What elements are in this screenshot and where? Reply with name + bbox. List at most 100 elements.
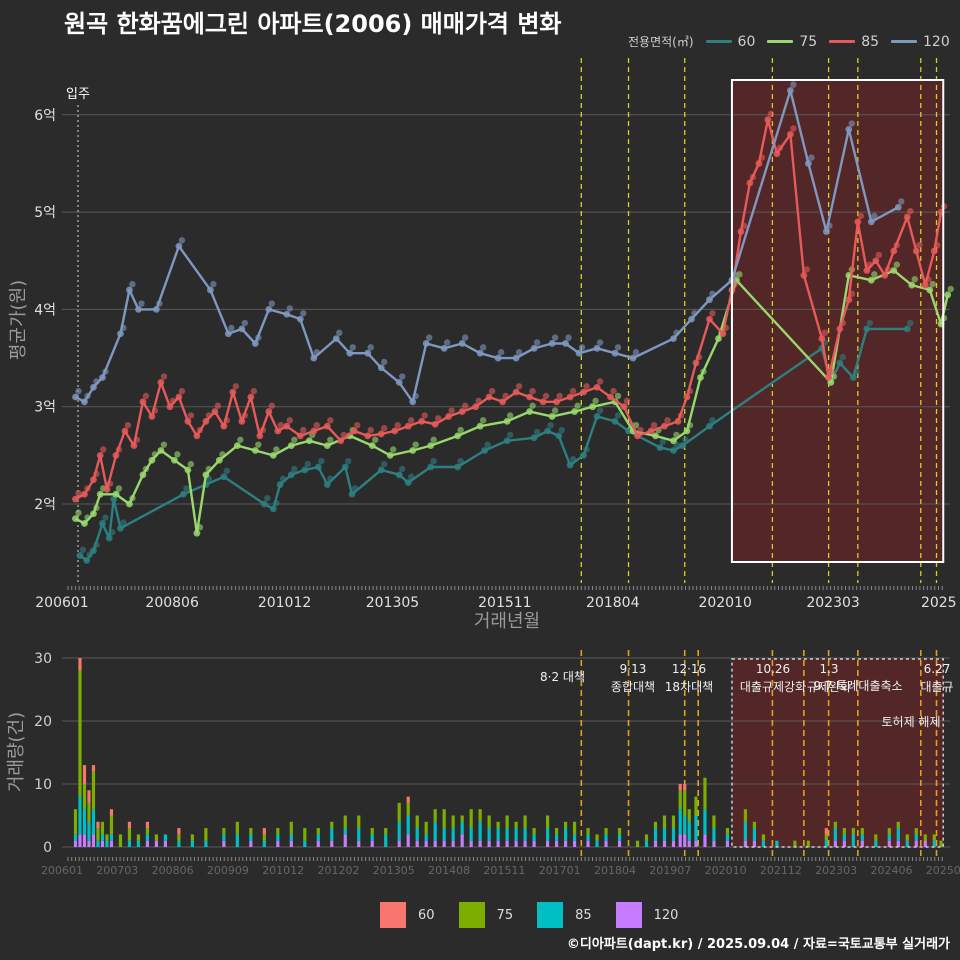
y-tick-label: 3억 — [34, 400, 56, 416]
data-point-85 — [740, 222, 748, 229]
bar-highlight-region — [731, 659, 944, 847]
data-point-85 — [300, 426, 307, 434]
data-point-60 — [614, 412, 622, 419]
bar-segment — [433, 821, 437, 841]
data-point-75 — [219, 451, 226, 458]
data-point-75 — [96, 490, 104, 498]
data-point-75 — [479, 417, 487, 424]
bar-x-tick-label: 201408 — [428, 864, 470, 877]
bar-segment — [316, 828, 320, 835]
data-point-85 — [583, 383, 590, 390]
data-point-60 — [314, 463, 322, 471]
data-point-85 — [821, 329, 829, 336]
data-point-120 — [265, 306, 273, 313]
data-point-75 — [614, 392, 622, 400]
bar-y-tick-label: 20 — [34, 714, 52, 730]
bar-segment — [222, 834, 226, 841]
data-point-60 — [223, 467, 231, 475]
data-point-120 — [461, 334, 469, 341]
data-point-85 — [178, 387, 186, 395]
data-point-60 — [580, 451, 587, 459]
bar-segment — [145, 828, 150, 835]
bar-segment — [145, 840, 150, 847]
data-point-120 — [120, 324, 127, 332]
data-point-85 — [647, 427, 655, 435]
bar-segment — [91, 834, 96, 847]
bar-x-tick-label: 201202 — [318, 864, 360, 877]
data-point-60 — [566, 461, 574, 469]
data-point-85 — [250, 387, 258, 395]
data-point-75 — [947, 285, 954, 293]
data-point-85 — [100, 446, 107, 453]
data-point-75 — [736, 271, 743, 278]
bar-segment — [662, 828, 667, 841]
bar-segment — [118, 834, 123, 847]
data-point-120 — [395, 378, 403, 386]
data-point-60 — [611, 417, 619, 425]
bar-segment — [775, 840, 779, 847]
data-point-75 — [233, 442, 241, 450]
data-point-120 — [691, 310, 698, 317]
bar-segment — [87, 840, 91, 847]
data-point-60 — [558, 426, 566, 434]
data-point-120 — [126, 286, 133, 294]
data-point-85 — [515, 383, 523, 390]
event-date-label: 6.27 — [924, 662, 951, 676]
data-point-75 — [196, 524, 204, 531]
bar-segment — [82, 765, 87, 784]
bar-segment — [82, 834, 87, 847]
data-point-85 — [81, 490, 88, 498]
data-point-85 — [367, 426, 374, 434]
bar-segment — [793, 840, 797, 847]
bar-x-tick-label: 202010 — [705, 864, 747, 877]
data-point-85 — [202, 417, 210, 425]
bar-segment — [262, 840, 266, 847]
bar-segment — [514, 840, 518, 847]
data-point-75 — [390, 446, 397, 453]
data-point-60 — [323, 481, 331, 488]
bar-segment — [554, 834, 559, 841]
data-point-75 — [476, 422, 484, 430]
data-point-120 — [206, 286, 214, 294]
data-point-85 — [354, 421, 361, 429]
bar-segment — [683, 790, 687, 816]
data-point-85 — [828, 368, 835, 375]
bar-segment — [276, 834, 280, 841]
data-point-120 — [848, 120, 856, 127]
bar-segment — [204, 828, 208, 841]
data-point-120 — [175, 242, 183, 250]
chart-title: 원곡 한화꿈에그린 아파트(2006) 매매가격 변화 — [64, 10, 562, 38]
bar-segment — [496, 840, 500, 847]
data-point-75 — [548, 413, 556, 420]
data-point-85 — [238, 417, 246, 425]
bar-segment — [96, 821, 100, 829]
data-point-75 — [202, 471, 210, 479]
data-point-85 — [773, 150, 781, 158]
bar-x-tick-label: 200909 — [207, 864, 249, 877]
bar-segment — [806, 840, 810, 847]
data-point-85 — [268, 402, 276, 409]
bar-segment — [145, 834, 150, 841]
bar-segment — [397, 840, 401, 847]
data-point-75 — [368, 442, 376, 450]
data-point-120 — [364, 349, 372, 357]
bar-segment — [276, 828, 280, 835]
data-point-85 — [912, 247, 920, 255]
bar-segment — [330, 828, 334, 841]
bar-segment — [671, 840, 676, 847]
x-tick-label: 201305 — [366, 595, 419, 611]
data-point-75 — [944, 291, 952, 299]
data-point-60 — [377, 466, 385, 474]
data-point-120 — [688, 315, 695, 323]
bar-segment — [833, 821, 837, 829]
bar-highlight-frame — [731, 658, 945, 848]
data-point-85 — [112, 451, 120, 459]
bar-segment — [905, 834, 909, 841]
data-point-75 — [386, 451, 394, 459]
data-point-75 — [867, 276, 875, 284]
top-legend-title: 전용면적(㎡) — [628, 35, 694, 49]
bar-segment — [370, 834, 374, 841]
data-point-85 — [274, 427, 282, 435]
data-point-120 — [310, 354, 318, 362]
data-point-120 — [614, 344, 622, 351]
